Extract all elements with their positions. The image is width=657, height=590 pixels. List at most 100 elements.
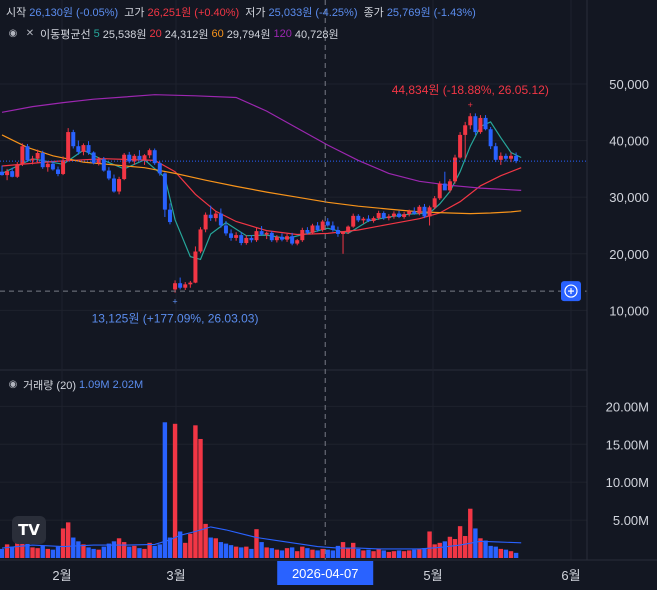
candle-body: [447, 181, 452, 191]
candle-body: [325, 221, 330, 226]
candle-body: [229, 233, 234, 238]
volume-bar: [142, 548, 147, 558]
candle-body: [330, 225, 335, 230]
candle-body: [162, 173, 167, 210]
candle-body: [274, 236, 279, 241]
volume-bar: [193, 425, 198, 558]
time-tick-label: 3월: [166, 568, 185, 583]
eye-off-icon[interactable]: ◉: [8, 379, 18, 390]
volume-value-1: 1.09M: [78, 379, 110, 391]
candle-body: [25, 146, 30, 161]
candle-body: [346, 226, 351, 233]
volume-bar: [361, 550, 366, 558]
candle-body: [335, 230, 340, 234]
price-tick-label: 30,000: [609, 190, 649, 205]
volume-bar: [30, 547, 35, 558]
volume-bar: [20, 536, 25, 558]
volume-bar: [96, 549, 101, 558]
candle-body: [147, 150, 152, 156]
volume-tick-label: 20.00M: [606, 399, 649, 414]
candle-body: [259, 231, 264, 235]
ma120-period: 120: [273, 28, 292, 40]
open-value: 26,130원: [29, 7, 74, 19]
candle-body: [86, 145, 91, 153]
candle-body: [468, 116, 473, 126]
candle-body: [437, 183, 442, 199]
candle-body: [351, 215, 356, 227]
candle-body: [386, 216, 391, 219]
volume-bar: [167, 537, 173, 558]
ma120-line: [1, 94, 522, 191]
volume-bar: [40, 545, 45, 558]
candle-body: [178, 283, 183, 288]
crosshair-date-badge: [277, 561, 374, 585]
ma60-period: 60: [211, 28, 224, 40]
volume-bar: [330, 550, 336, 558]
candle-body: [71, 132, 76, 147]
volume-bar: [249, 548, 254, 558]
candle-body: [453, 157, 458, 182]
candle-body: [45, 163, 50, 168]
close-icon[interactable]: ✕: [25, 28, 35, 39]
volume-bar: [351, 542, 356, 558]
volume-bar: [4, 544, 10, 558]
price-tick-label: 10,000: [609, 303, 649, 318]
volume-bar: [412, 549, 417, 558]
candle-body: [157, 163, 162, 174]
volume-bar: [503, 549, 509, 558]
high-label: 고가: [124, 7, 145, 19]
ma60-value: 29,794원: [226, 29, 271, 41]
volume-bar: [223, 543, 229, 558]
volume-bar: [488, 545, 493, 558]
volume-bar: [9, 546, 15, 558]
candle-body: [132, 155, 137, 162]
volume-bar: [239, 547, 244, 558]
volume-bar: [468, 508, 473, 558]
volume-bar: [152, 545, 157, 558]
candle-body: [493, 146, 498, 160]
volume-bar: [65, 522, 71, 558]
candle-body: [122, 154, 127, 180]
volume-bar: [50, 549, 56, 558]
time-tick-label: 5월: [423, 568, 442, 583]
low-change: (-4.25%): [315, 7, 358, 19]
volume-tick-label: 10.00M: [606, 475, 649, 490]
volume-bar: [162, 422, 168, 558]
volume-bar: [310, 549, 315, 558]
volume-bar: [76, 541, 81, 558]
candle-body: [488, 129, 493, 147]
volume-bar: [356, 548, 361, 558]
close-change: (-1.43%): [433, 7, 476, 19]
open-change: (-0.05%): [76, 7, 119, 19]
volume-bar: [55, 546, 61, 558]
volume-bar: [213, 538, 218, 558]
candle-body: [381, 213, 386, 219]
candle-body: [142, 155, 147, 160]
time-tick-label: 2월: [52, 568, 71, 583]
candle-body: [503, 155, 508, 159]
low-label: 저가: [245, 7, 266, 19]
eye-off-icon[interactable]: ◉: [8, 28, 18, 39]
volume-bar: [127, 546, 132, 558]
volume-bar: [101, 546, 106, 558]
volume-bar: [218, 542, 224, 558]
candle-body: [213, 213, 218, 219]
volume-bar: [137, 548, 142, 558]
volume-bar: [177, 531, 183, 558]
candle-body: [106, 170, 111, 179]
volume-bar: [244, 546, 249, 558]
volume-title: 거래량 (20): [23, 380, 76, 392]
candle-body: [244, 237, 249, 244]
ma120-value: 40,728원: [294, 29, 339, 41]
tradingview-logo[interactable]: TV: [12, 516, 46, 544]
volume-bar: [396, 550, 402, 558]
volume-bar: [295, 551, 300, 558]
volume-bar: [132, 545, 137, 558]
candle-body: [10, 171, 15, 177]
candle-body: [361, 218, 366, 221]
volume-bar: [417, 548, 422, 558]
volume-bar: [340, 542, 346, 558]
